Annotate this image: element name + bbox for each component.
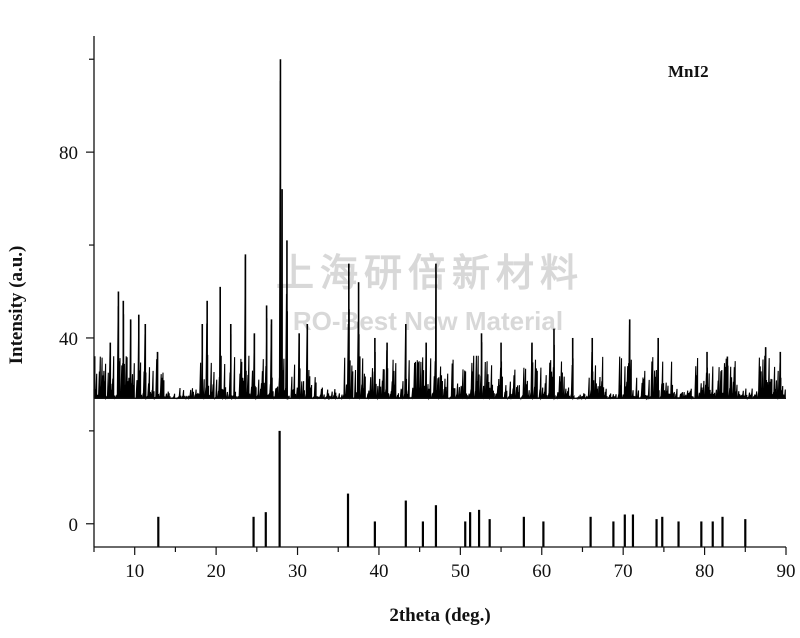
watermark: 上海研倍新材料 RO-Best New Material: [276, 251, 584, 336]
legend-label: MnI2: [668, 62, 709, 81]
watermark-chinese: 上海研倍新材料: [276, 251, 584, 295]
y-axis-title: Intensity (a.u.): [6, 246, 27, 365]
watermark-english: RO-Best New Material: [293, 306, 563, 336]
x-tick-label: 40: [369, 561, 388, 582]
y-tick-label: 0: [69, 515, 79, 536]
measured-pattern-line: [93, 80, 786, 401]
x-tick-label: 20: [207, 561, 226, 582]
reference-sticks: [157, 430, 747, 547]
x-tick-label: 10: [125, 561, 144, 582]
y-tick-label: 80: [59, 143, 78, 164]
x-tick-label: 60: [532, 561, 551, 582]
y-tick-label: 40: [59, 329, 78, 350]
x-tick-label: 70: [614, 561, 633, 582]
x-tick-label: 50: [451, 561, 470, 582]
x-tick-label: 80: [695, 561, 714, 582]
x-ticks: 10 20 30 40 50 60 70 80 90: [93, 547, 796, 582]
measured-pattern: [93, 59, 786, 401]
x-tick-label: 90: [777, 561, 796, 582]
axes: [93, 36, 786, 548]
x-axis-title: 2theta (deg.): [389, 605, 490, 626]
x-tick-label: 30: [288, 561, 307, 582]
y-ticks: 0 40 80: [59, 58, 94, 536]
